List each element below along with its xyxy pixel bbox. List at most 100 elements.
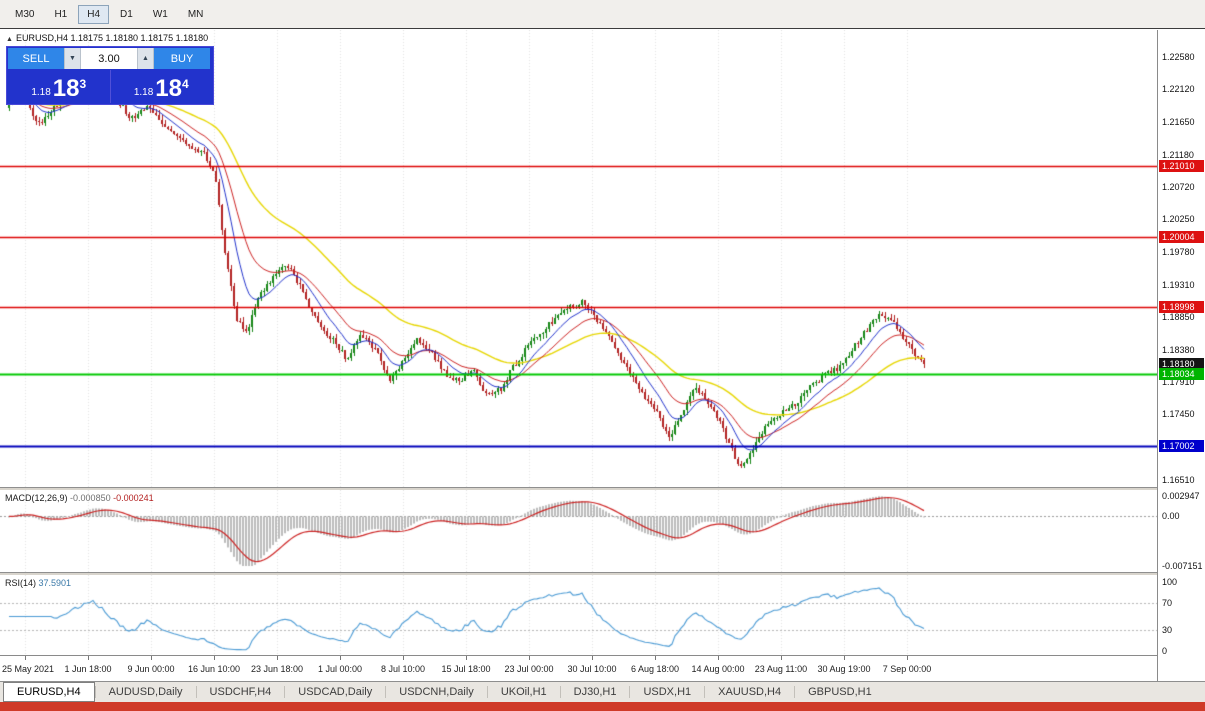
chart-area: ▲ EURUSD,H4 1.18175 1.18180 1.18175 1.181…	[0, 30, 1205, 681]
time-axis-tick	[25, 656, 26, 660]
macd-value-signal: -0.000241	[113, 493, 154, 503]
timeframe-bar: M30 H1 H4 D1 W1 MN	[6, 4, 214, 24]
price-axis-label: 1.22120	[1162, 84, 1195, 95]
tab-separator	[385, 686, 387, 698]
time-axis-tick	[529, 656, 530, 660]
main-chart-canvas[interactable]	[0, 30, 1157, 487]
time-axis-label: 23 Jul 00:00	[504, 664, 554, 674]
price-tag-1-18180: 1.18180	[1159, 357, 1204, 370]
chart-tab-dj30-h1[interactable]: DJ30,H1	[573, 686, 617, 698]
tab-separator	[486, 686, 488, 698]
price-axis-label: 1.20720	[1162, 181, 1195, 192]
timeframe-button-w1[interactable]: W1	[152, 8, 168, 20]
time-axis[interactable]: 25 May 2021 1 Jun 18:00 9 Jun 00:00 16 Jun …	[0, 655, 1157, 681]
price-axis-label: 1.16510	[1162, 475, 1195, 485]
trade-widget-controls: SELL ▼ ▲ BUY	[8, 48, 212, 69]
rsi-axis-label: 0	[1162, 646, 1168, 656]
chart-tab-eurusd-h4[interactable]: EURUSD,H4	[3, 682, 95, 702]
buy-price-sup: 4	[181, 77, 189, 91]
sell-price-prefix: 1.18	[31, 87, 51, 98]
time-axis-tick	[592, 656, 593, 660]
time-axis-label: 23 Aug 11:00	[754, 664, 808, 674]
macd-value-main: -0.000850	[70, 493, 111, 503]
time-axis-tick	[340, 656, 341, 660]
buy-price-display[interactable]: 1.18 18 4	[109, 70, 213, 103]
rsi-axis-label: 100	[1162, 577, 1178, 587]
price-tag-1-20004: 1.20004	[1159, 230, 1204, 243]
rsi-name: RSI(14)	[5, 578, 37, 588]
price-tag-1-21010: 1.21010	[1159, 160, 1204, 173]
time-axis-label: 16 Jun 10:00	[187, 664, 241, 674]
sell-button[interactable]: SELL	[8, 48, 64, 69]
time-axis-tick	[88, 656, 89, 660]
price-axis[interactable]: 1.22580 1.22120 1.21650 1.21180 1.20720 1.202…	[1157, 30, 1205, 681]
chart-tab-usdx-h1[interactable]: USDX,H1	[643, 686, 692, 698]
chart-tab-usdchf-h4[interactable]: USDCHF,H4	[209, 686, 272, 698]
macd-panel-canvas[interactable]	[0, 490, 1157, 572]
price-axis-label: 1.19780	[1162, 247, 1195, 258]
chart-tab-audusd-daily[interactable]: AUDUSD,Daily	[108, 686, 183, 698]
time-axis-tick	[277, 656, 278, 660]
rsi-axis-label: 70	[1162, 597, 1173, 608]
price-tag-1-18998: 1.18998	[1159, 300, 1204, 313]
price-axis-label: 1.18850	[1162, 311, 1195, 322]
macd-axis-label: 0.00	[1162, 511, 1180, 522]
volume-dropdown-icon[interactable]: ▼	[64, 48, 81, 69]
chart-tab-gbpusd-h1[interactable]: GBPUSD,H1	[808, 686, 872, 698]
time-axis-label: 23 Jun 18:00	[250, 664, 304, 674]
one-click-trading-widget: SELL ▼ ▲ BUY 1.18 18 3 1.18 18 4	[6, 46, 214, 105]
time-axis-label: 7 Sep 00:00	[882, 664, 932, 674]
macd-name: MACD(12,26,9)	[5, 493, 68, 503]
tab-separator	[284, 686, 286, 698]
price-axis-label: 1.22580	[1162, 52, 1195, 62]
price-axis-label: 1.17450	[1162, 409, 1195, 420]
macd-axis-label: -0.007151	[1162, 561, 1203, 571]
time-axis-tick	[907, 656, 908, 660]
timeframe-button-d1[interactable]: D1	[120, 8, 133, 20]
time-axis-tick	[844, 656, 845, 660]
tab-separator	[794, 686, 796, 698]
volume-input[interactable]	[81, 48, 137, 69]
volume-spinner[interactable]: ▲	[137, 48, 154, 69]
time-axis-label: 8 Jul 10:00	[380, 664, 426, 674]
timeframe-button-m30[interactable]: M30	[15, 8, 35, 20]
price-axis-label: 1.17910	[1162, 377, 1195, 388]
chart-tab-bar: EURUSD,H4 AUDUSD,Daily USDCHF,H4 USDCAD,Dai…	[0, 681, 1205, 702]
time-axis-tick	[466, 656, 467, 660]
symbol-label: EURUSD,H4	[15, 33, 68, 43]
sell-price-display[interactable]: 1.18 18 3	[8, 70, 110, 103]
rsi-value: 37.5901	[38, 578, 72, 588]
price-tag-1-17002: 1.17002	[1159, 439, 1204, 452]
chart-tab-ukoil-h1[interactable]: UKOil,H1	[500, 686, 547, 698]
timeframe-button-h4[interactable]: H4	[78, 4, 110, 24]
time-axis-label: 9 Jun 00:00	[127, 664, 175, 674]
sell-price-big: 18	[52, 75, 80, 102]
buy-button[interactable]: BUY	[154, 48, 210, 69]
timeframe-button-h1[interactable]: H1	[54, 8, 68, 20]
time-axis-tick	[655, 656, 656, 660]
chart-symbol-header: ▲ EURUSD,H4 1.18175 1.18180 1.18175 1.181…	[6, 33, 208, 43]
tab-separator	[559, 686, 561, 698]
time-axis-label: 30 Aug 19:00	[817, 664, 871, 674]
price-axis-label: 1.21180	[1162, 149, 1194, 160]
chart-tab-usdcnh-daily[interactable]: USDCNH,Daily	[399, 686, 474, 698]
trade-widget-prices: 1.18 18 3 1.18 18 4	[8, 70, 212, 103]
timeframe-button-mn[interactable]: MN	[187, 8, 204, 20]
collapse-widget-icon[interactable]: ▲	[6, 36, 13, 43]
panel-splitter-macd[interactable]	[0, 487, 1205, 490]
tab-separator	[704, 686, 706, 698]
ohlc-values: 1.18175 1.18180 1.18175 1.18180	[70, 33, 209, 43]
rsi-panel-canvas[interactable]	[0, 575, 1157, 655]
price-tag-1-18034: 1.18034	[1159, 367, 1204, 380]
time-axis-label: 6 Aug 18:00	[630, 664, 680, 674]
toolbar: M30 H1 H4 D1 W1 MN	[0, 0, 1205, 29]
price-axis-label: 1.20250	[1162, 214, 1195, 225]
chart-tab-usdcad-daily[interactable]: USDCAD,Daily	[298, 686, 373, 698]
time-axis-label: 30 Jul 10:00	[567, 664, 617, 674]
rsi-axis-label: 30	[1162, 625, 1173, 636]
rsi-header: RSI(14) 37.5901	[5, 578, 71, 588]
time-axis-label: 14 Aug 00:00	[691, 664, 745, 674]
chart-tab-xauusd-h4[interactable]: XAUUSD,H4	[718, 686, 782, 698]
panel-splitter-rsi[interactable]	[0, 572, 1205, 575]
